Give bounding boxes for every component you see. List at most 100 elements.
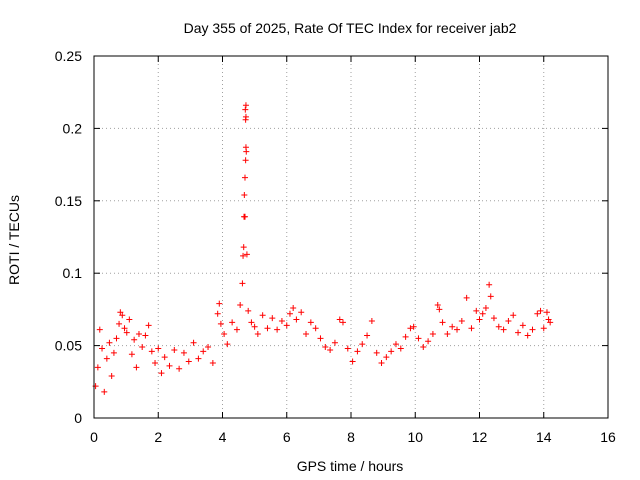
data-point xyxy=(133,364,140,371)
data-point xyxy=(135,331,142,338)
data-point xyxy=(458,317,465,324)
data-point xyxy=(161,354,168,361)
axis-ticks: 0 2 4 6 8 10 12 14 16 0 0.05 0.1 0.15 0.2 0.25 xyxy=(55,48,616,445)
data-point xyxy=(148,348,155,355)
data-point xyxy=(505,317,512,324)
data-point xyxy=(242,157,249,164)
y-tick-label: 0 xyxy=(74,410,82,426)
data-point xyxy=(176,365,183,372)
data-point xyxy=(487,293,494,300)
data-point xyxy=(454,326,461,333)
y-tick-label: 0.05 xyxy=(55,338,82,354)
data-point xyxy=(463,294,470,301)
y-axis-label: ROTI / TECUs xyxy=(6,195,22,285)
data-point xyxy=(344,345,351,352)
data-points xyxy=(92,102,554,395)
data-point xyxy=(259,312,266,319)
data-point xyxy=(473,307,480,314)
data-point xyxy=(241,213,248,220)
data-point xyxy=(243,251,250,258)
data-point xyxy=(185,358,192,365)
data-point xyxy=(519,322,526,329)
data-point xyxy=(410,323,417,330)
data-point xyxy=(101,388,108,395)
data-point xyxy=(119,312,126,319)
data-point xyxy=(158,370,165,377)
data-point xyxy=(209,359,216,366)
x-tick-label: 8 xyxy=(347,429,355,445)
data-point xyxy=(254,331,261,338)
data-point xyxy=(434,302,441,309)
data-point xyxy=(242,102,249,109)
x-tick-label: 2 xyxy=(154,429,162,445)
data-point xyxy=(479,310,486,317)
data-point xyxy=(139,344,146,351)
data-point xyxy=(241,174,248,181)
data-point xyxy=(397,345,404,352)
data-point xyxy=(242,113,249,120)
data-point xyxy=(240,252,247,259)
data-point xyxy=(121,325,128,332)
data-point xyxy=(214,310,221,317)
data-point xyxy=(476,316,483,323)
data-point xyxy=(94,364,101,371)
data-point xyxy=(251,323,258,330)
data-point xyxy=(171,346,178,353)
data-point xyxy=(402,333,409,340)
data-point xyxy=(378,359,385,366)
data-point xyxy=(216,300,223,307)
data-point xyxy=(131,336,138,343)
data-point xyxy=(482,304,489,311)
data-point xyxy=(233,326,240,333)
data-point xyxy=(303,331,310,338)
data-point xyxy=(312,325,319,332)
data-point xyxy=(116,320,123,327)
data-point xyxy=(529,326,536,333)
data-point xyxy=(166,362,173,369)
x-tick-label: 6 xyxy=(283,429,291,445)
data-point xyxy=(224,341,231,348)
data-point xyxy=(237,302,244,309)
data-point xyxy=(439,319,446,326)
x-tick-label: 14 xyxy=(536,429,552,445)
data-point xyxy=(110,349,117,356)
data-point xyxy=(449,323,456,330)
data-point xyxy=(420,344,427,351)
data-point xyxy=(142,332,149,339)
data-point xyxy=(145,322,152,329)
data-point xyxy=(195,355,202,362)
x-tick-label: 12 xyxy=(472,429,488,445)
data-point xyxy=(108,373,115,380)
data-point xyxy=(515,329,522,336)
data-point xyxy=(128,351,135,358)
data-point xyxy=(96,326,103,333)
data-point xyxy=(317,335,324,342)
data-point xyxy=(468,325,475,332)
data-point xyxy=(495,323,502,330)
data-point xyxy=(392,341,399,348)
data-point xyxy=(245,307,252,314)
data-point xyxy=(415,335,422,342)
data-point xyxy=(152,359,159,366)
data-point xyxy=(444,331,451,338)
data-point xyxy=(126,316,133,323)
data-point xyxy=(155,345,162,352)
x-tick-label: 10 xyxy=(407,429,423,445)
data-point xyxy=(293,316,300,323)
data-point xyxy=(537,307,544,314)
y-tick-label: 0.15 xyxy=(55,193,82,209)
data-point xyxy=(264,325,271,332)
data-point xyxy=(200,348,207,355)
data-point xyxy=(368,317,375,324)
data-point xyxy=(510,312,517,319)
data-point xyxy=(547,319,554,326)
data-point xyxy=(290,304,297,311)
data-point xyxy=(524,332,531,339)
x-tick-label: 0 xyxy=(90,429,98,445)
chart-title: Day 355 of 2025, Rate Of TEC Index for r… xyxy=(184,20,517,36)
data-point xyxy=(123,329,130,336)
data-point xyxy=(534,310,541,317)
data-point xyxy=(327,346,334,353)
